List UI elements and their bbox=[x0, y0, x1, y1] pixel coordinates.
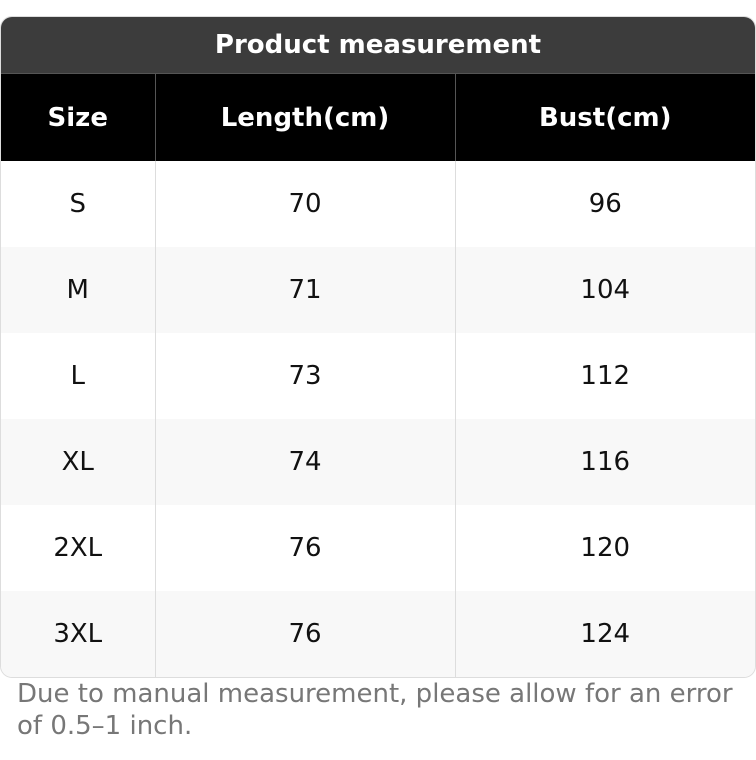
table-cell: 112 bbox=[454, 333, 755, 419]
header-size: Size bbox=[1, 73, 155, 161]
table-cell: 73 bbox=[154, 333, 455, 419]
table-cell: 2XL bbox=[53, 533, 103, 563]
table-cell: 3XL bbox=[1, 591, 155, 677]
table-row: XL 74 116 bbox=[1, 419, 755, 505]
table-row: 2XL 76 120 bbox=[1, 505, 755, 591]
measurement-table: Size Length(cm) Bust(cm) S 70 96 M 71 104 L 73 1… bbox=[1, 73, 755, 677]
table-cell: S bbox=[69, 189, 86, 219]
table-cell: 76 bbox=[154, 505, 455, 591]
measurement-note: Due to manual measurement, please allow … bbox=[17, 679, 733, 741]
table-row: 3XL 76 124 bbox=[1, 591, 755, 677]
table-cell: 124 bbox=[454, 591, 755, 677]
table-row: M 71 104 bbox=[1, 247, 755, 333]
table-cell: 104 bbox=[454, 247, 755, 333]
table-title: Product measurement bbox=[1, 17, 755, 73]
table-cell: 96 bbox=[454, 161, 755, 247]
table-cell: M bbox=[1, 247, 155, 333]
table-cell: 70 bbox=[154, 161, 455, 247]
table-cell: L bbox=[70, 361, 86, 391]
table-cell: 120 bbox=[454, 505, 755, 591]
header-length: Length(cm) bbox=[154, 73, 455, 161]
table-row: L 73 112 bbox=[1, 333, 755, 419]
table-row: S 70 96 bbox=[1, 161, 755, 247]
table-cell: XL bbox=[1, 419, 155, 505]
table-cell: 71 bbox=[154, 247, 455, 333]
header-bust: Bust(cm) bbox=[454, 73, 755, 161]
table-cell: 76 bbox=[154, 591, 455, 677]
table-cell: 116 bbox=[454, 419, 755, 505]
table-cell: 74 bbox=[154, 419, 455, 505]
size-chart: Product measurement Size Length(cm) Bust… bbox=[0, 16, 756, 678]
